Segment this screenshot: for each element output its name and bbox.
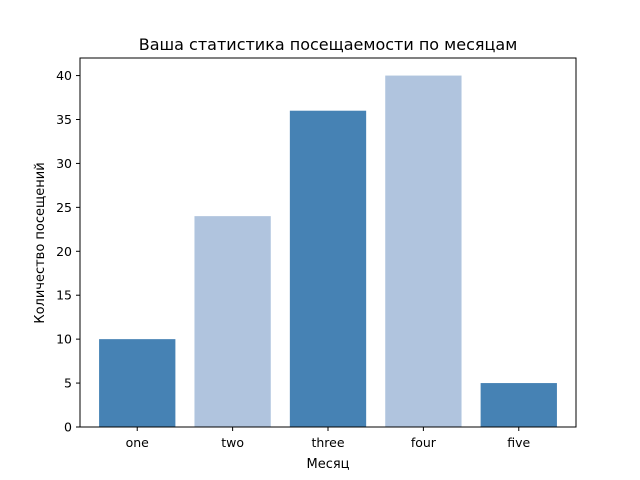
y-tick-label: 5 xyxy=(64,376,72,391)
y-tick-label: 10 xyxy=(56,332,72,347)
x-tick-label: one xyxy=(126,435,150,450)
bar-five xyxy=(480,383,557,427)
x-tick-label: three xyxy=(311,435,344,450)
y-axis-label: Количество посещений xyxy=(33,162,48,323)
x-tick-label: five xyxy=(507,435,530,450)
bar-two xyxy=(194,216,271,427)
x-tick-label: four xyxy=(411,435,437,450)
y-tick-label: 25 xyxy=(56,200,72,215)
y-tick-label: 20 xyxy=(56,244,72,259)
y-tick-label: 40 xyxy=(56,68,72,83)
y-ticks-group: 0 5 10 15 20 25 30 35 40 xyxy=(56,68,80,435)
x-axis-label: Месяц xyxy=(306,457,349,472)
bar-four xyxy=(385,75,462,427)
chart-title: Ваша статистика посещаемости по месяцам xyxy=(139,35,518,54)
bars-group xyxy=(99,75,557,428)
plot-frame xyxy=(79,57,577,428)
x-ticks-group: one two three four five xyxy=(126,427,531,450)
bar-one xyxy=(99,339,176,427)
x-tick-label: two xyxy=(221,435,244,450)
bar-three xyxy=(289,110,367,428)
y-tick-label: 35 xyxy=(56,112,72,127)
y-tick-label: 15 xyxy=(56,288,72,303)
y-tick-label: 30 xyxy=(56,156,72,171)
y-tick-label: 0 xyxy=(64,420,72,435)
